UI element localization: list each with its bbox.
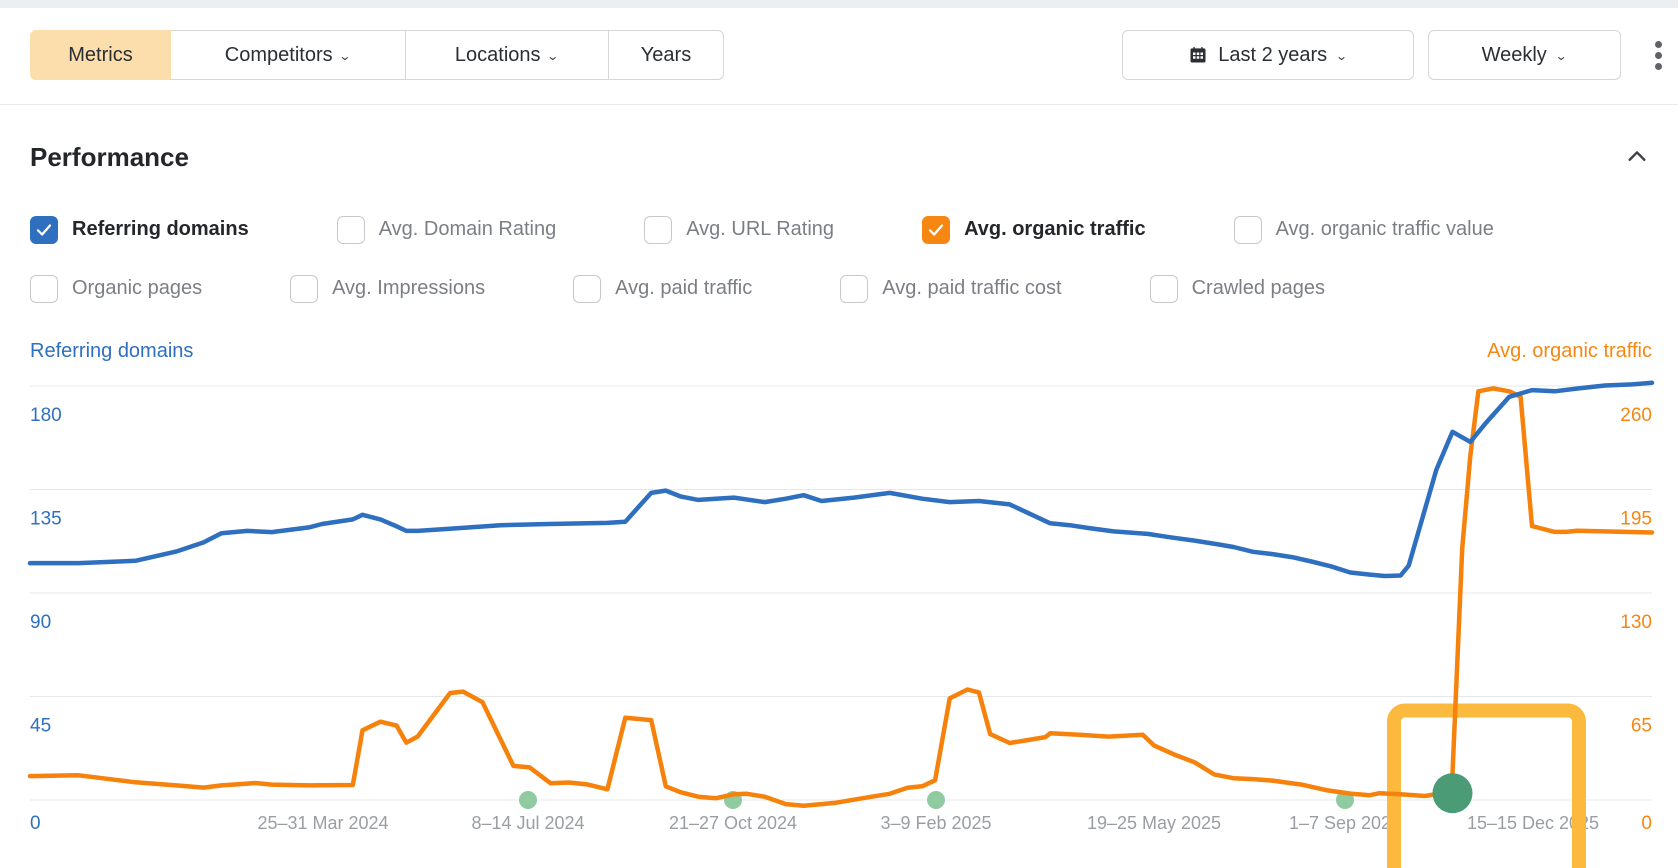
svg-text:45: 45 xyxy=(30,716,51,737)
svg-text:260: 260 xyxy=(1620,405,1652,426)
svg-text:0: 0 xyxy=(1641,813,1652,834)
svg-text:195: 195 xyxy=(1620,509,1652,530)
svg-text:130: 130 xyxy=(1620,612,1652,633)
svg-text:180: 180 xyxy=(30,405,62,426)
svg-text:1–7 Sep 2025: 1–7 Sep 2025 xyxy=(1289,813,1401,833)
svg-text:19–25 May 2025: 19–25 May 2025 xyxy=(1087,813,1221,833)
svg-text:25–31 Mar 2024: 25–31 Mar 2024 xyxy=(257,813,388,833)
svg-text:3–9 Feb 2025: 3–9 Feb 2025 xyxy=(880,813,991,833)
svg-text:65: 65 xyxy=(1631,716,1652,737)
svg-text:21–27 Oct 2024: 21–27 Oct 2024 xyxy=(669,813,797,833)
svg-text:90: 90 xyxy=(30,612,51,633)
svg-text:0: 0 xyxy=(30,813,41,834)
svg-text:8–14 Jul 2024: 8–14 Jul 2024 xyxy=(471,813,584,833)
svg-text:135: 135 xyxy=(30,509,62,530)
